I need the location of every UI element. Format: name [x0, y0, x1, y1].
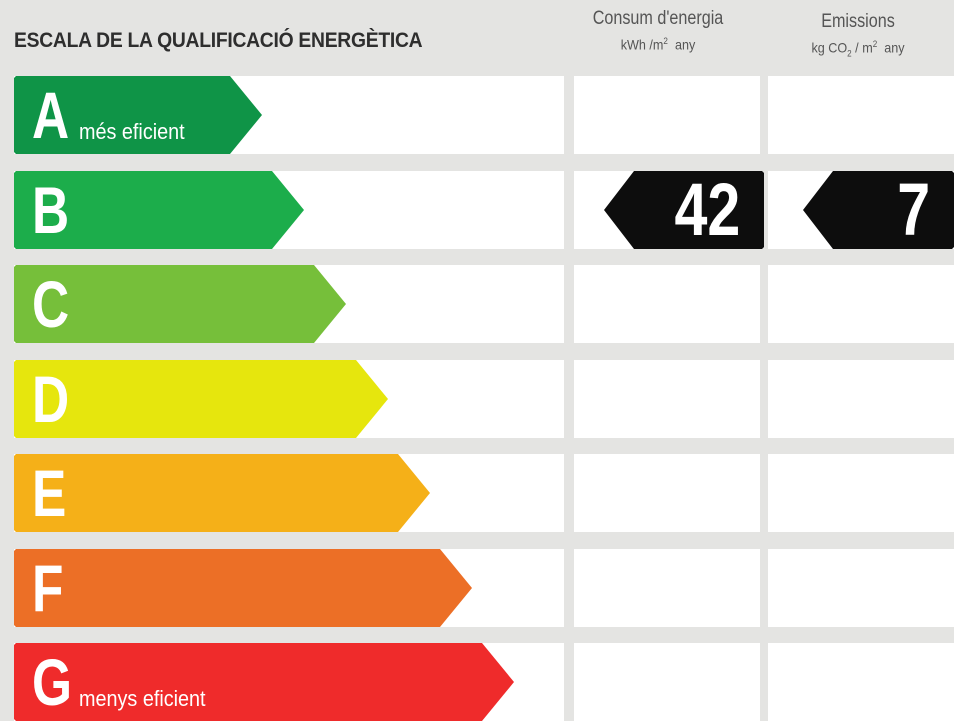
row-c-cell-energy: [574, 265, 760, 343]
row-d-cell-energy: [574, 360, 760, 438]
class-e-arrow-shape: [14, 454, 430, 532]
row-g-cell-energy: [574, 643, 760, 721]
class-b-letter: B: [32, 173, 70, 247]
emissions-rating-value: 7: [897, 168, 930, 251]
class-c-arrow-shape: [14, 265, 346, 343]
row-a-cell-emissions: [768, 76, 954, 154]
row-f-cell-emissions: [768, 549, 954, 627]
row-e-cell-energy: [574, 454, 760, 532]
class-f-arrow-shape: [14, 549, 472, 627]
energy-column-header: Consum d'energia kWh /m2 any: [568, 8, 748, 53]
emissions-rating-marker: 7: [803, 171, 954, 249]
class-c-letter: C: [32, 267, 70, 341]
class-d-arrow: D: [14, 360, 388, 438]
class-e-letter: E: [32, 456, 67, 530]
class-d-letter: D: [32, 362, 70, 436]
class-a-label: més eficient: [79, 119, 185, 144]
page-title: ESCALA DE LA QUALIFICACIÓ ENERGÈTICA: [14, 29, 423, 52]
energy-rating-value: 42: [674, 168, 740, 251]
class-g-arrow-shape: [14, 643, 514, 721]
class-f-letter: F: [32, 551, 64, 625]
emissions-column-header: Emissions kg CO2 / m2 any: [768, 11, 948, 58]
row-a-cell-energy: [574, 76, 760, 154]
emissions-column-unit: kg CO2 / m2 any: [811, 39, 905, 59]
class-d-arrow-shape: [14, 360, 388, 438]
energy-column-unit: kWh /m2 any: [620, 36, 696, 53]
emissions-column-label: Emissions: [821, 11, 895, 32]
emissions-rating-marker-shape: [803, 171, 954, 249]
class-e-arrow: E: [14, 454, 430, 532]
class-c-arrow: C: [14, 265, 346, 343]
class-g-label: menys eficient: [79, 686, 206, 711]
class-b-arrow: B: [14, 171, 304, 249]
row-g-cell-emissions: [768, 643, 954, 721]
row-e-cell-emissions: [768, 454, 954, 532]
energy-rating-marker-shape: [604, 171, 764, 249]
energy-column-label: Consum d'energia: [592, 8, 724, 29]
row-d-cell-emissions: [768, 360, 954, 438]
class-f-arrow: F: [14, 549, 472, 627]
energy-rating-marker: 42: [604, 171, 764, 249]
class-a-arrow-shape: [14, 76, 262, 154]
row-c-cell-emissions: [768, 265, 954, 343]
row-f-cell-energy: [574, 549, 760, 627]
class-g-letter: G: [32, 645, 73, 719]
class-a-letter: A: [32, 78, 70, 152]
class-b-arrow-shape: [14, 171, 304, 249]
